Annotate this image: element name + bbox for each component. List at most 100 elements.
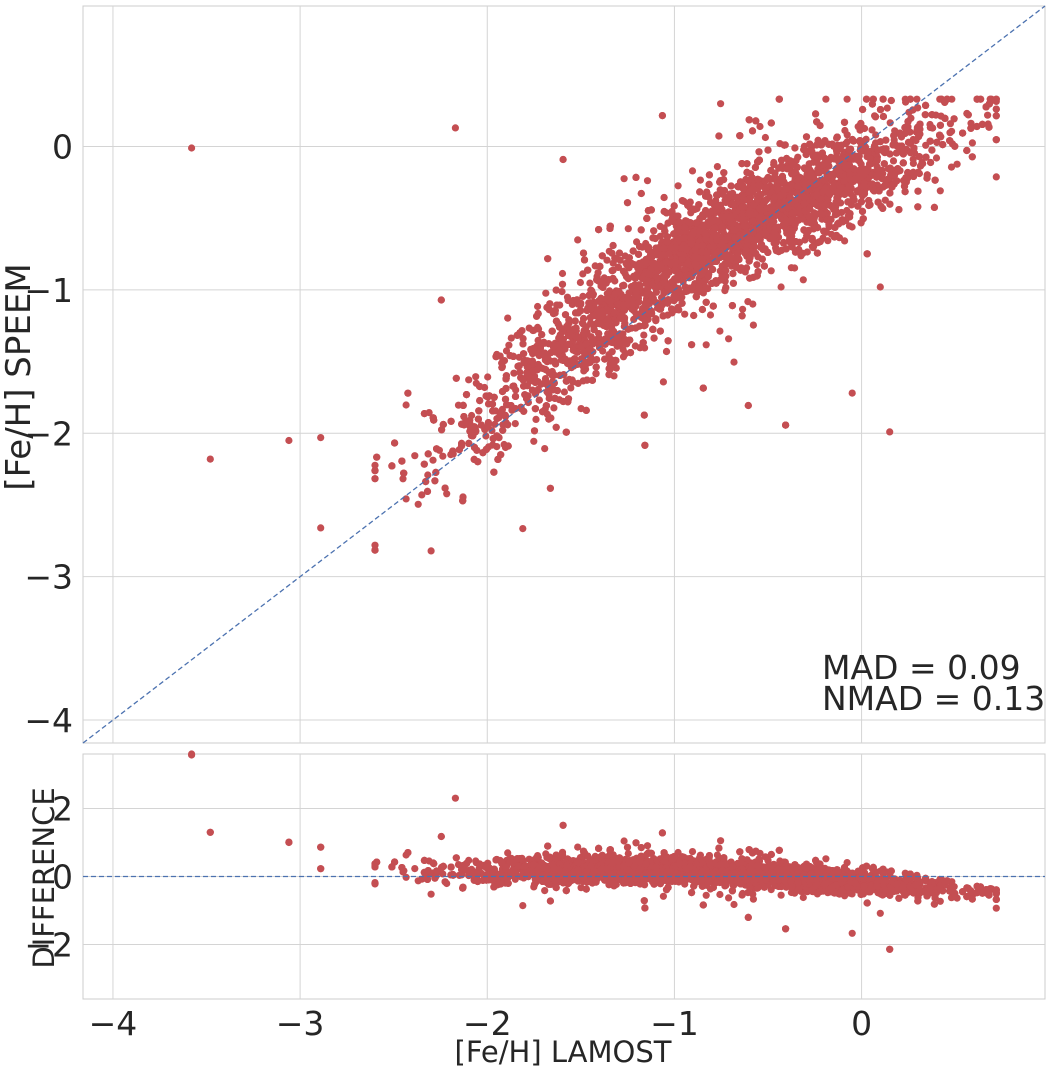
top-data-point [857,119,865,128]
top-data-point [835,219,843,227]
top-data-point [496,410,504,418]
top-data-point [767,267,775,275]
top-data-point [373,453,381,461]
top-data-point [968,153,976,161]
top-data-point [538,331,546,339]
top-data-point [936,121,945,129]
top-data-point [636,242,644,251]
top-data-point [603,256,611,264]
top-data-point [534,310,542,318]
top-data-point [825,189,833,197]
top-data-point [823,209,831,217]
top-data-point [541,445,549,453]
top-data-point [510,382,518,390]
top-data-point [610,360,618,368]
top-data-point [531,378,539,386]
top-data-point [638,274,647,283]
top-data-point [452,374,460,382]
top-data-point [663,299,672,307]
top-data-point [507,402,515,410]
top-data-point [637,189,645,198]
top-data-point [837,184,845,192]
top-data-point [504,314,512,322]
top-data-point [722,272,730,280]
top-data-point [371,475,379,483]
top-data-point [992,95,1000,103]
top-data-point [644,270,652,278]
top-data-point [484,373,492,381]
top-data-point [947,163,956,171]
top-data-point [879,95,887,103]
top-data-point [739,305,747,313]
top-data-point [576,307,584,315]
top-data-point [598,252,606,260]
top-data-point [738,192,746,200]
top-data-point [780,141,788,149]
top-data-point [558,280,567,288]
top-data-point [946,137,954,145]
top-data-point [605,247,613,255]
top-data-point [833,133,841,141]
top-data-point [534,336,542,344]
top-data-point [668,305,676,313]
top-data-point [895,206,903,214]
top-data-point [645,243,653,251]
top-data-point [489,441,497,449]
top-data-point [705,193,713,201]
top-data-point [733,264,741,272]
top-data-point [882,136,890,144]
top-data-point [519,335,527,343]
top-data-point [548,371,556,379]
top-data-point [913,95,921,103]
top-data-point [402,401,410,409]
top-data-point [424,450,432,458]
top-data-point [511,420,519,428]
top-data-point [514,362,522,370]
top-data-point [848,135,857,144]
top-data-point [430,416,438,424]
top-data-point [761,184,769,192]
top-data-point [579,270,587,278]
top-data-point [678,197,687,205]
top-data-point [705,180,713,188]
top-data-point [598,277,606,285]
top-data-point [699,211,707,219]
top-data-point [562,377,571,385]
top-data-point [630,261,638,269]
top-data-point [623,199,632,207]
top-data-point [901,95,909,103]
top-data-point [501,395,510,403]
top-data-point [639,339,647,347]
top-data-point [967,119,975,127]
top-data-point [482,432,490,440]
top-data-point [606,297,614,305]
top-data-point [698,305,707,314]
top-data-point [559,155,567,164]
top-data-point [402,495,410,503]
top-data-point [899,150,907,158]
top-data-point [902,174,910,182]
top-data-point [399,475,407,483]
top-data-point [601,355,609,363]
top-data-point [840,118,849,126]
top-data-point [539,408,547,416]
top-data-point [690,311,698,320]
top-data-point [834,141,842,149]
top-data-point [420,460,428,468]
top-data-point [510,369,518,377]
top-data-point [659,312,667,320]
top-data-point [820,227,828,235]
top-data-point [666,285,675,294]
top-data-point [579,249,588,257]
top-data-point [968,139,977,147]
top-data-point [959,129,967,137]
top-data-point [882,181,890,189]
top-data-point [625,254,633,262]
top-data-point [992,173,1000,181]
top-data-point [530,437,538,445]
top-panel: −4−3−2−10 [Fe/H] SPEEM MAD = 0.09 NMAD =… [0,5,1046,744]
top-data-point [812,211,820,219]
top-data-point [808,243,817,251]
top-data-point [586,279,594,287]
